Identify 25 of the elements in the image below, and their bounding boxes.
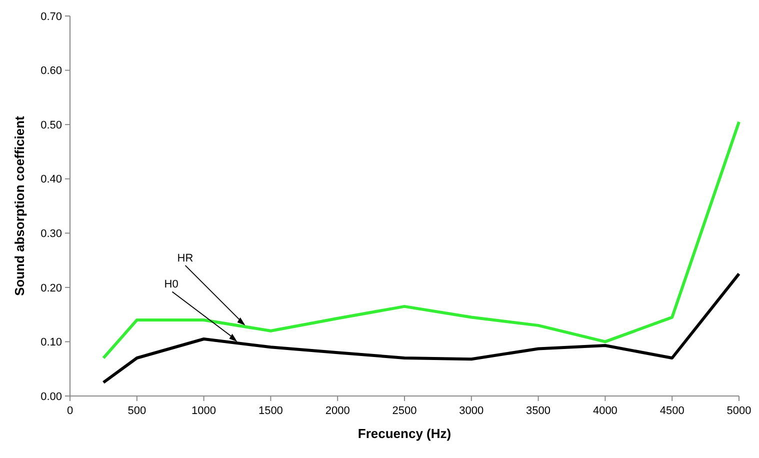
x-tick-label: 1500 [258, 405, 283, 417]
y-tick-label: 0.60 [40, 65, 62, 78]
x-tick-label: 4500 [660, 405, 684, 417]
y-tick-label: 0.00 [40, 390, 62, 403]
x-tick-label: 2000 [325, 405, 350, 417]
x-axis-title: Frecuency (Hz) [358, 426, 452, 441]
line-series [102, 272, 740, 384]
x-tick-label: 5000 [726, 405, 752, 417]
y-tick-label: 0.50 [40, 119, 62, 132]
line-series [102, 120, 740, 360]
y-axis-title: Sound absorption coefficient [12, 115, 27, 296]
y-tick-label: 0.30 [40, 228, 62, 240]
y-tick-label: 0.20 [40, 282, 62, 294]
y-tick-label: 0.70 [40, 10, 62, 23]
x-tick-label: 3500 [526, 405, 551, 417]
annotation: H0 [164, 278, 178, 291]
x-tick-label: 2500 [392, 405, 417, 417]
y-tick-label: 0.10 [40, 336, 62, 349]
y-tick-label: 0.40 [40, 174, 62, 186]
x-tick-label: 0 [66, 405, 74, 417]
x-tick-label: 500 [128, 405, 146, 417]
x-tick-label: 1000 [192, 405, 216, 417]
x-tick-label: 3000 [459, 405, 484, 417]
annotation: HR [177, 252, 194, 264]
x-tick-label: 4000 [592, 405, 618, 417]
